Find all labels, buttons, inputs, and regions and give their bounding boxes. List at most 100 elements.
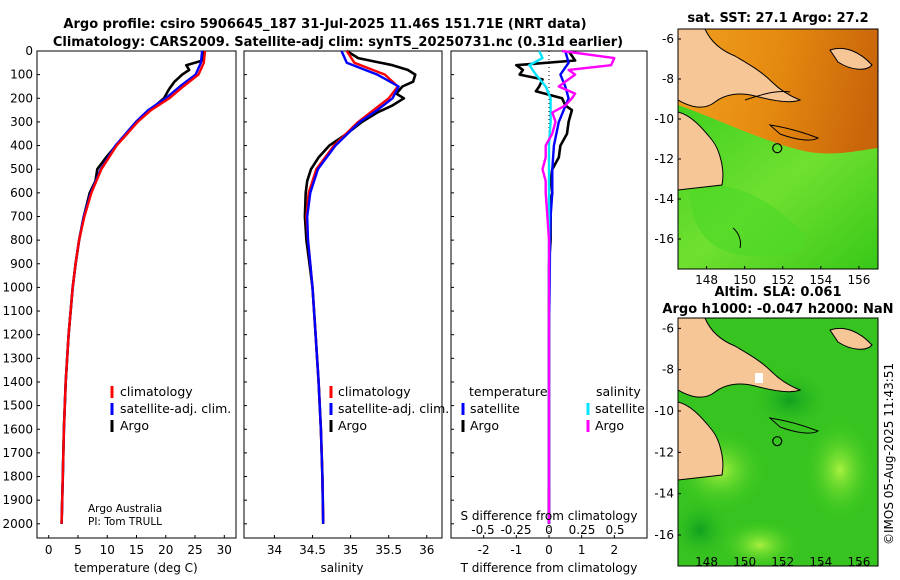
top-x-tick-label: 0.25 bbox=[569, 523, 596, 537]
sla-land-australia bbox=[678, 401, 724, 481]
map-x-tick-label: 154 bbox=[809, 555, 832, 569]
sla-high-patch-2 bbox=[805, 420, 875, 520]
sla-map-frame bbox=[677, 317, 879, 567]
depth-tick-label: 1800 bbox=[2, 470, 33, 484]
sla-low-patch-2 bbox=[678, 500, 730, 560]
legend-title-salinity: salinity bbox=[596, 384, 641, 399]
depth-tick-label: 1500 bbox=[2, 399, 33, 413]
credit-text-1: Argo Australia bbox=[88, 503, 162, 515]
sla-land-island-north bbox=[829, 327, 873, 350]
imos-timestamp: ©IMOS 05-Aug-2025 11:43:51 bbox=[882, 363, 896, 545]
series-line-temperature-argo bbox=[514, 50, 577, 524]
difference-series bbox=[514, 49, 616, 524]
credit-text-2: PI: Tom TRULL bbox=[88, 516, 162, 528]
legend-label-temp-argo: Argo bbox=[470, 418, 499, 433]
map-x-tick-label: 150 bbox=[733, 555, 756, 569]
series-line-climatology bbox=[60, 50, 207, 524]
depth-tick-label: 1000 bbox=[2, 280, 33, 294]
salinity-series bbox=[303, 49, 417, 524]
temperature-legend: climatology satellite-adj. clim. Argo bbox=[110, 384, 231, 433]
map-y-tick-label: -8 bbox=[662, 363, 674, 377]
map-y-tick-label: -6 bbox=[662, 321, 674, 335]
x-tick-label: 35 bbox=[343, 543, 358, 557]
series-line-salinity-argo bbox=[541, 49, 616, 524]
map-y-tick-label: -12 bbox=[654, 152, 674, 166]
series-line-salinity-satellite bbox=[528, 50, 552, 489]
temperature-series bbox=[60, 50, 207, 524]
depth-tick-label: 1700 bbox=[2, 446, 33, 460]
depth-tick-label: 1600 bbox=[2, 422, 33, 436]
depth-tick-label: 400 bbox=[10, 139, 33, 153]
map-x-tick-label: 150 bbox=[733, 273, 756, 287]
figure-title-line1: Argo profile: csiro 5906645_187 31-Jul-2… bbox=[63, 17, 586, 32]
map-y-tick-label: -8 bbox=[662, 72, 674, 86]
legend-label-sal-satellite: satellite bbox=[595, 401, 645, 416]
legend-label-temp-satellite: satellite bbox=[470, 401, 520, 416]
legend-label-sal-argo: Argo bbox=[595, 418, 624, 433]
x-tick-label: 1 bbox=[578, 543, 586, 557]
map-x-tick-label: 152 bbox=[771, 555, 794, 569]
depth-tick-label: 900 bbox=[10, 257, 33, 271]
sst-map bbox=[678, 29, 878, 269]
sla-map-title-2: Argo h1000: -0.047 h2000: NaN bbox=[662, 302, 893, 317]
depth-tick-label: 1100 bbox=[2, 304, 33, 318]
sst-coast-islands-2 bbox=[744, 91, 791, 101]
map-x-tick-label: 152 bbox=[771, 273, 794, 287]
sla-missing-data bbox=[755, 373, 763, 383]
series-line-argo bbox=[60, 50, 205, 524]
sla-map-axes: 148 150 152 154 156 -6 -8 -10 -12 -14 -16 bbox=[654, 321, 870, 569]
map-y-tick-label: -12 bbox=[654, 445, 674, 459]
depth-tick-label: 2000 bbox=[2, 517, 33, 531]
top-x-tick-label: 0.5 bbox=[605, 523, 624, 537]
sla-map-title-1: Altim. SLA: 0.061 bbox=[715, 285, 842, 300]
depth-tick-label: 1300 bbox=[2, 351, 33, 365]
depth-tick-label: 500 bbox=[10, 162, 33, 176]
map-x-tick-label: 148 bbox=[695, 555, 718, 569]
salinity-panel-frame bbox=[243, 50, 443, 539]
legend-label-satellite: satellite-adj. clim. bbox=[338, 401, 449, 416]
difference-x-axis: -2 -1 0 1 2 bbox=[478, 535, 618, 557]
legend-label-argo: Argo bbox=[120, 418, 149, 433]
difference-top-x-axis: -0.5 -0.25 0 0.25 0.5 bbox=[471, 523, 624, 537]
depth-tick-label: 100 bbox=[10, 68, 33, 82]
legend-label-satellite: satellite-adj. clim. bbox=[120, 401, 231, 416]
map-x-tick-label: 148 bbox=[695, 273, 718, 287]
sst-land-australia bbox=[678, 111, 724, 191]
sst-land-island-north bbox=[829, 47, 873, 70]
x-tick-label: -1 bbox=[510, 543, 522, 557]
difference-top-xlabel: S difference from climatology bbox=[461, 509, 638, 523]
salinity-x-axis: 34 34.5 35 35.5 36 bbox=[267, 535, 434, 557]
depth-tick-label: 600 bbox=[10, 186, 33, 200]
sst-map-axes: 148 150 152 154 156 -6 -8 -10 -12 -14 -16 bbox=[654, 32, 870, 287]
depth-tick-label: 300 bbox=[10, 115, 33, 129]
depth-tick-label: 0 bbox=[25, 44, 33, 58]
x-tick-label: 5 bbox=[74, 543, 82, 557]
sst-profile-marker bbox=[772, 143, 783, 154]
figure-title-line2: Climatology: CARS2009. Satellite-adj cli… bbox=[53, 35, 623, 50]
top-x-tick-label: 0 bbox=[545, 523, 553, 537]
map-x-tick-label: 156 bbox=[847, 273, 870, 287]
legend-label-climatology: climatology bbox=[338, 384, 411, 399]
map-y-tick-label: -14 bbox=[654, 487, 674, 501]
series-line-climatology bbox=[305, 50, 399, 524]
legend-label-argo: Argo bbox=[338, 418, 367, 433]
sla-coast-islands bbox=[768, 417, 820, 434]
map-x-tick-label: 156 bbox=[847, 555, 870, 569]
series-line-satellite-adj-clim- bbox=[60, 50, 204, 524]
x-tick-label: 15 bbox=[129, 543, 144, 557]
sla-map bbox=[678, 318, 878, 566]
salinity-legend: climatology satellite-adj. clim. Argo bbox=[329, 384, 449, 433]
map-y-tick-label: -10 bbox=[654, 404, 674, 418]
depth-tick-label: 1400 bbox=[2, 375, 33, 389]
sst-map-title: sat. SST: 27.1 Argo: 27.2 bbox=[687, 11, 868, 26]
legend-title-temperature: temperature bbox=[469, 384, 548, 399]
sst-map-frame bbox=[677, 28, 879, 270]
x-tick-label: 2 bbox=[611, 543, 619, 557]
sst-coast-reef bbox=[732, 227, 741, 249]
depth-tick-label: 800 bbox=[10, 233, 33, 247]
x-tick-label: 35.5 bbox=[375, 543, 402, 557]
x-tick-label: 34 bbox=[267, 543, 282, 557]
difference-xlabel: T difference from climatology bbox=[460, 561, 638, 575]
depth-tick-label: 1900 bbox=[2, 493, 33, 507]
